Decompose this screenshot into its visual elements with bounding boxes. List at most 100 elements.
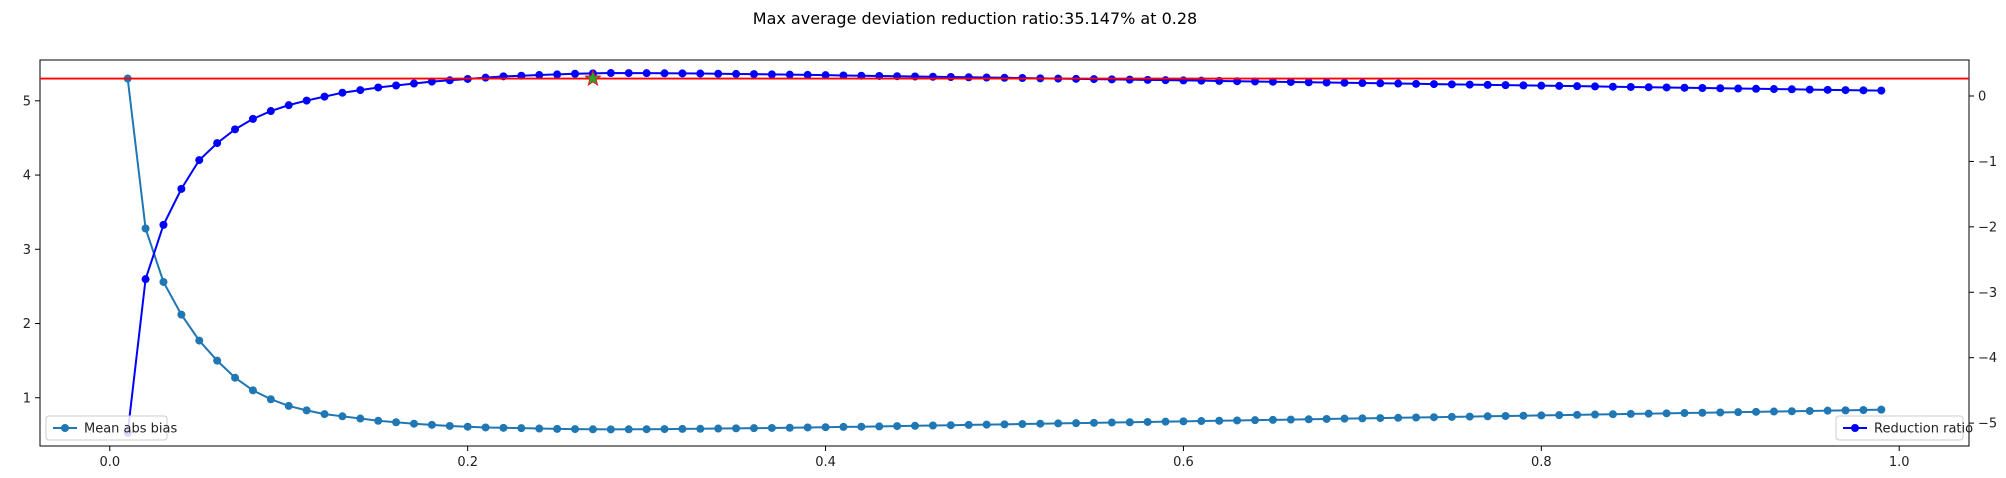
series-point-0 [213,356,222,365]
series-point-0 [1286,415,1295,424]
series-point-1 [392,81,401,90]
series-point-1 [839,71,848,80]
series-point-1 [1340,78,1349,87]
series-point-1 [231,125,240,134]
series-point-1 [1143,75,1152,84]
series-point-1 [1716,84,1725,93]
legend-label-0: Mean abs bias [84,422,178,437]
series-point-1 [749,70,758,79]
series-point-0 [499,423,508,432]
series-point-0 [1769,407,1778,416]
y-right-tick-label: −1 [1978,155,1997,170]
series-point-0 [553,424,562,433]
series-point-1 [1555,81,1564,90]
series-point-1 [1608,82,1617,91]
x-tick-label: 0.6 [1173,455,1194,470]
series-point-0 [481,423,490,432]
x-tick-label: 0.2 [457,455,478,470]
y-right-tick-label: −5 [1978,417,1997,432]
series-point-0 [374,416,383,425]
series-point-1 [535,71,544,80]
series-point-1 [785,70,794,79]
series-line-1 [126,72,1882,434]
series-point-1 [1286,77,1295,86]
series-point-0 [911,421,920,430]
series-point-0 [248,386,257,395]
series-point-0 [1072,419,1081,428]
series-point-0 [463,422,472,431]
series-point-0 [1322,414,1331,423]
series-point-1 [320,92,329,101]
series-point-0 [749,424,758,433]
series-point-0 [1268,415,1277,424]
series-point-0 [1465,412,1474,421]
series-point-1 [1662,83,1671,92]
series-point-1 [1841,86,1850,95]
series-point-1 [803,70,812,79]
series-point-1 [678,69,687,78]
series-point-1 [1877,86,1886,95]
series-point-1 [302,96,311,105]
series-point-0 [571,425,580,434]
series-point-0 [1358,414,1367,423]
series-point-0 [1573,410,1582,419]
series-point-0 [1626,409,1635,418]
series-point-0 [1662,409,1671,418]
series-point-0 [1698,408,1707,417]
series-point-1 [356,86,365,95]
series-point-1 [1805,85,1814,94]
series-point-0 [159,277,168,286]
series-point-1 [1358,79,1367,88]
y-left-tick-label: 5 [23,94,31,109]
series-point-1 [571,69,580,78]
series-point-0 [409,419,418,428]
series-point-0 [1591,410,1600,419]
series-point-1 [409,79,418,88]
series-point-0 [1412,413,1421,422]
series-point-0 [1215,416,1224,425]
series-point-0 [195,336,204,345]
series-point-1 [1268,77,1277,86]
series-point-0 [427,420,436,429]
series-point-1 [1519,81,1528,90]
series-point-1 [1698,84,1707,93]
series-point-0 [696,424,705,433]
series-point-0 [1877,405,1886,414]
series-point-1 [1394,79,1403,88]
series-point-0 [284,401,293,410]
series-point-1 [732,69,741,78]
series-point-0 [231,373,240,382]
series-point-0 [356,414,365,423]
chart-title: Max average deviation reduction ratio:35… [753,9,1197,28]
series-point-0 [1036,419,1045,428]
series-point-0 [624,425,633,434]
series-point-0 [266,395,275,404]
series-point-0 [1251,416,1260,425]
series-point-1 [195,156,204,165]
series-point-1 [1644,83,1653,92]
series-point-0 [1376,414,1385,423]
y-left-tick-label: 2 [23,317,31,332]
series-point-1 [1429,80,1438,89]
series-point-1 [427,77,436,86]
series-point-1 [606,69,615,78]
legend-box-0 [45,415,168,441]
y-left-tick-label: 4 [23,169,31,184]
series-point-0 [1680,409,1689,418]
series-point-1 [1501,81,1510,90]
series-point-0 [1483,412,1492,421]
series-point-1 [248,114,257,123]
series-point-0 [1161,417,1170,426]
series-point-0 [1537,411,1546,420]
series-point-1 [1412,79,1421,88]
series-point-1 [141,275,150,284]
series-point-1 [1626,82,1635,91]
series-point-0 [946,421,955,430]
series-point-0 [141,224,150,233]
series-point-0 [392,418,401,427]
series-point-1 [1376,79,1385,88]
series-point-1 [964,73,973,82]
series-point-0 [1608,410,1617,419]
series-point-0 [1233,416,1242,425]
